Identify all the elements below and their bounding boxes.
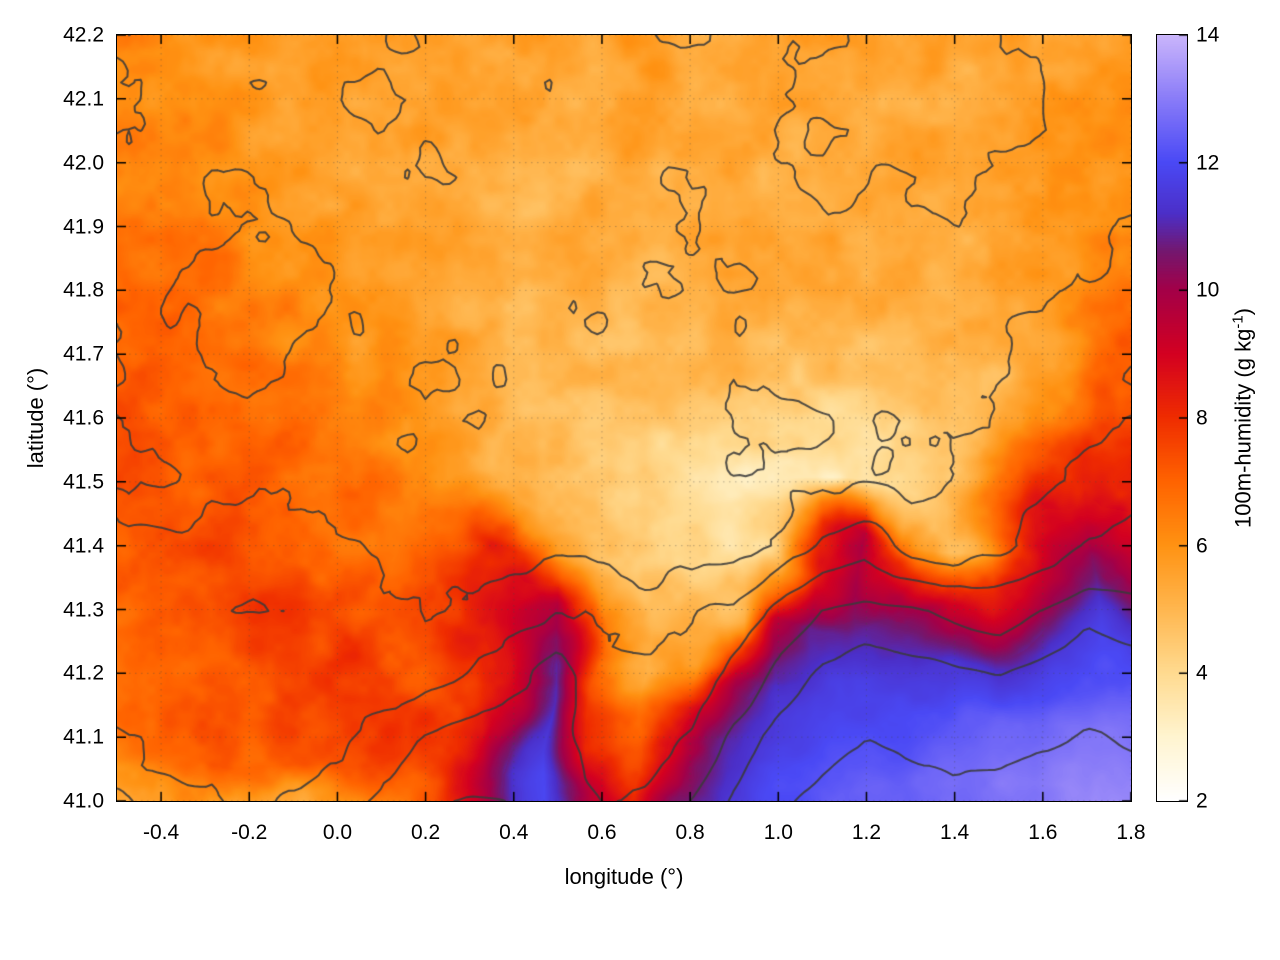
y-tick-label: 42.0 [63,151,104,175]
y-tick-label: 41.0 [63,789,104,813]
x-axis-label: longitude (°) [564,864,684,889]
x-tick-label: 0.0 [322,821,353,844]
y-tick-label: 41.4 [63,534,104,558]
y-tick-label: 41.5 [63,470,104,494]
y-tick-label: 41.1 [63,725,104,749]
colorbar-tick-label: 4 [1196,661,1208,685]
colorbar-tick-label: 12 [1196,151,1220,175]
y-tick-label: 41.3 [63,598,104,621]
x-tick-label: 1.4 [940,821,970,844]
colorbar-gradient-canvas [1157,35,1187,801]
humidity-heatmap-canvas [117,35,1131,801]
x-tick-label: 0.8 [675,821,705,844]
colorbar [1156,34,1188,802]
x-tick-label: 1.0 [763,821,793,844]
x-tick-label: 1.2 [851,821,882,844]
x-tick-label: 0.6 [587,821,617,844]
x-tick-label: -0.2 [231,821,268,844]
colorbar-label-text: 100m-humidity (g kg [1230,328,1256,528]
colorbar-label-superscript: -1 [1229,315,1247,329]
x-tick-label: 1.8 [1116,821,1146,844]
y-tick-label: 41.8 [63,278,104,302]
x-tick-label: -0.4 [142,821,180,844]
colorbar-label-close: ) [1230,308,1256,316]
y-tick-label: 41.9 [63,215,104,238]
y-tick-label: 41.7 [63,342,104,366]
y-tick-label: 41.6 [63,406,104,430]
plot-area [116,34,1132,802]
x-tick-label: 1.6 [1028,821,1058,844]
y-tick-label: 42.2 [63,23,104,47]
y-tick-label: 42.1 [63,87,104,111]
y-tick-label: 41.2 [63,661,104,685]
colorbar-tick-label: 2 [1196,789,1208,813]
colorbar-tick-label: 14 [1196,23,1220,47]
colorbar-label: 100m-humidity (g kg-1) [1229,308,1256,528]
colorbar-tick-label: 6 [1196,534,1208,558]
colorbar-tick-label: 8 [1196,406,1208,430]
colorbar-tick-label: 10 [1196,278,1220,302]
x-tick-label: 0.4 [499,821,529,844]
x-tick-label: 0.2 [410,821,441,844]
